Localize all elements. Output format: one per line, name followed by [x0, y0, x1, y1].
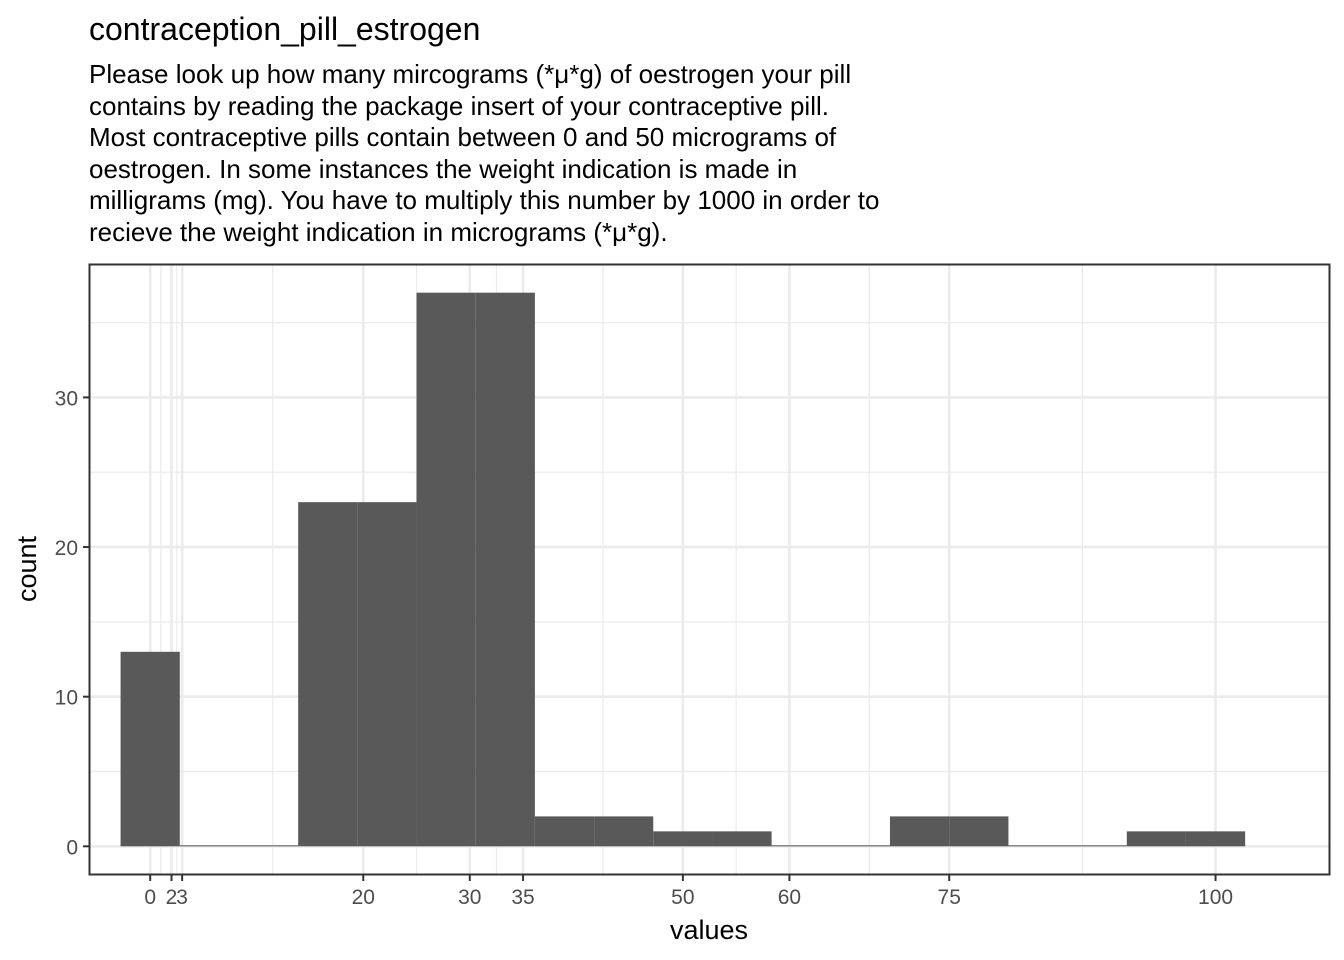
plot-panel-border [88, 263, 1331, 876]
histogram-bar [712, 831, 772, 847]
histogram-bar [594, 816, 654, 847]
x-axis-label: values [670, 915, 748, 945]
histogram-bar [830, 845, 890, 847]
histogram-bar [475, 292, 535, 847]
x-tick-label: 20 [352, 886, 375, 909]
histogram-bar [179, 845, 239, 847]
x-tick-label: 50 [671, 886, 694, 909]
histogram-bar [1067, 845, 1127, 847]
histogram-bar [771, 845, 831, 847]
histogram-bar [416, 292, 476, 847]
histogram-bar [1185, 831, 1246, 847]
histogram-bar [298, 502, 358, 847]
histogram-bar [949, 816, 1009, 847]
histogram-bar [889, 816, 950, 847]
grid-lines [90, 265, 1329, 874]
x-tick-label: 100 [1198, 886, 1233, 909]
histogram-bars [120, 292, 1246, 847]
chart-subtitle: Please look up how many mircograms (*μ*g… [89, 59, 880, 247]
histogram-bar [1008, 845, 1068, 847]
histogram-bar [357, 502, 417, 847]
histogram-bar [120, 651, 180, 847]
x-tick-label: 60 [778, 886, 801, 909]
y-tick-label: 20 [55, 537, 78, 560]
x-tick-label: 30 [458, 886, 481, 909]
x-tick-label: 35 [511, 886, 534, 909]
x-tick-label: 0 [144, 886, 156, 909]
histogram-bar [1126, 831, 1186, 847]
y-tick-label: 30 [55, 387, 78, 410]
x-tick-label: 75 [938, 886, 961, 909]
x-tick-label: 3 [176, 886, 188, 909]
y-tick-label: 10 [55, 687, 78, 710]
y-axis-label: count [12, 535, 42, 602]
x-tick-label: 2 [166, 886, 178, 909]
y-tick-label: 0 [66, 836, 78, 859]
histogram-bar [653, 831, 713, 847]
histogram-bar [534, 816, 595, 847]
histogram-bar [238, 845, 299, 847]
chart-title: contraception_pill_estrogen [89, 11, 481, 47]
